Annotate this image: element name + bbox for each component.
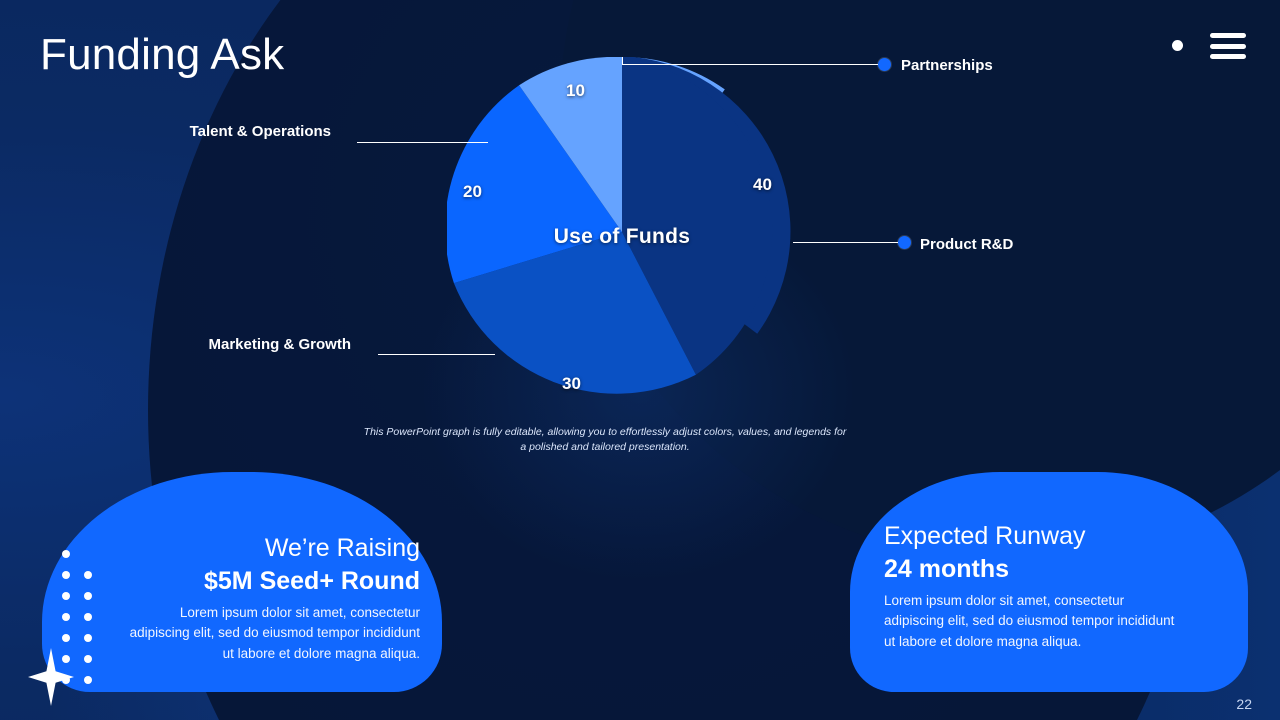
pie-slice-partnerships-top[interactable] [519, 57, 622, 232]
dot-icon [1172, 40, 1183, 51]
card-left-body: Lorem ipsum dolor sit amet, consectetur … [129, 604, 420, 661]
card-left-heading: We’re Raising [264, 534, 420, 562]
pie-center-title: Use of Funds [553, 225, 691, 248]
hamburger-menu-icon[interactable] [1210, 33, 1246, 59]
pie-slice-product-rnd-main[interactable] [622, 57, 773, 375]
card-were-raising[interactable]: We’re Raising $5M Seed+ Round Lorem ipsu… [42, 472, 442, 692]
leader-line-marketing-growth [378, 354, 495, 355]
pie-value-product-rnd: 40 [753, 175, 772, 194]
legend-marker-partnerships [878, 58, 891, 71]
card-expected-runway[interactable]: Expected Runway 24 months Lorem ipsum do… [850, 472, 1248, 692]
page-number: 22 [1236, 696, 1252, 712]
dot-grid-icon [62, 550, 102, 690]
pie-value-talent-operations: 20 [463, 182, 482, 201]
legend-label-marketing-growth: Marketing & Growth [208, 336, 351, 353]
pie-value-marketing-growth: 30 [562, 374, 581, 393]
pie-chart-svg [447, 57, 791, 394]
legend-label-talent-operations: Talent & Operations [189, 123, 331, 140]
pie-value-partnerships: 10 [566, 81, 585, 100]
legend-marker-product-rnd [898, 236, 911, 249]
legend-label-partnerships: Partnerships [901, 57, 993, 74]
pie-slice-talent-operations[interactable] [447, 85, 622, 284]
leader-line-product-rnd [793, 242, 898, 243]
leader-line-talent-operations [357, 142, 488, 143]
pie-chart: Use of Funds [447, 57, 797, 407]
leader-line-partnerships [622, 64, 878, 65]
card-left-subheading: $5M Seed+ Round [203, 566, 420, 595]
page-title: Funding Ask [40, 30, 285, 79]
legend-label-product-rnd: Product R&D [920, 236, 1014, 253]
chart-caption: This PowerPoint graph is fully editable,… [363, 426, 847, 454]
card-right-subheading: 24 months [884, 554, 1010, 583]
pie-slice-marketing-growth[interactable] [453, 232, 696, 394]
leader-line-partnerships-vertical [622, 57, 623, 65]
card-right-heading: Expected Runway [884, 522, 1086, 550]
card-right-body: Lorem ipsum dolor sit amet, consectetur … [884, 592, 1175, 649]
